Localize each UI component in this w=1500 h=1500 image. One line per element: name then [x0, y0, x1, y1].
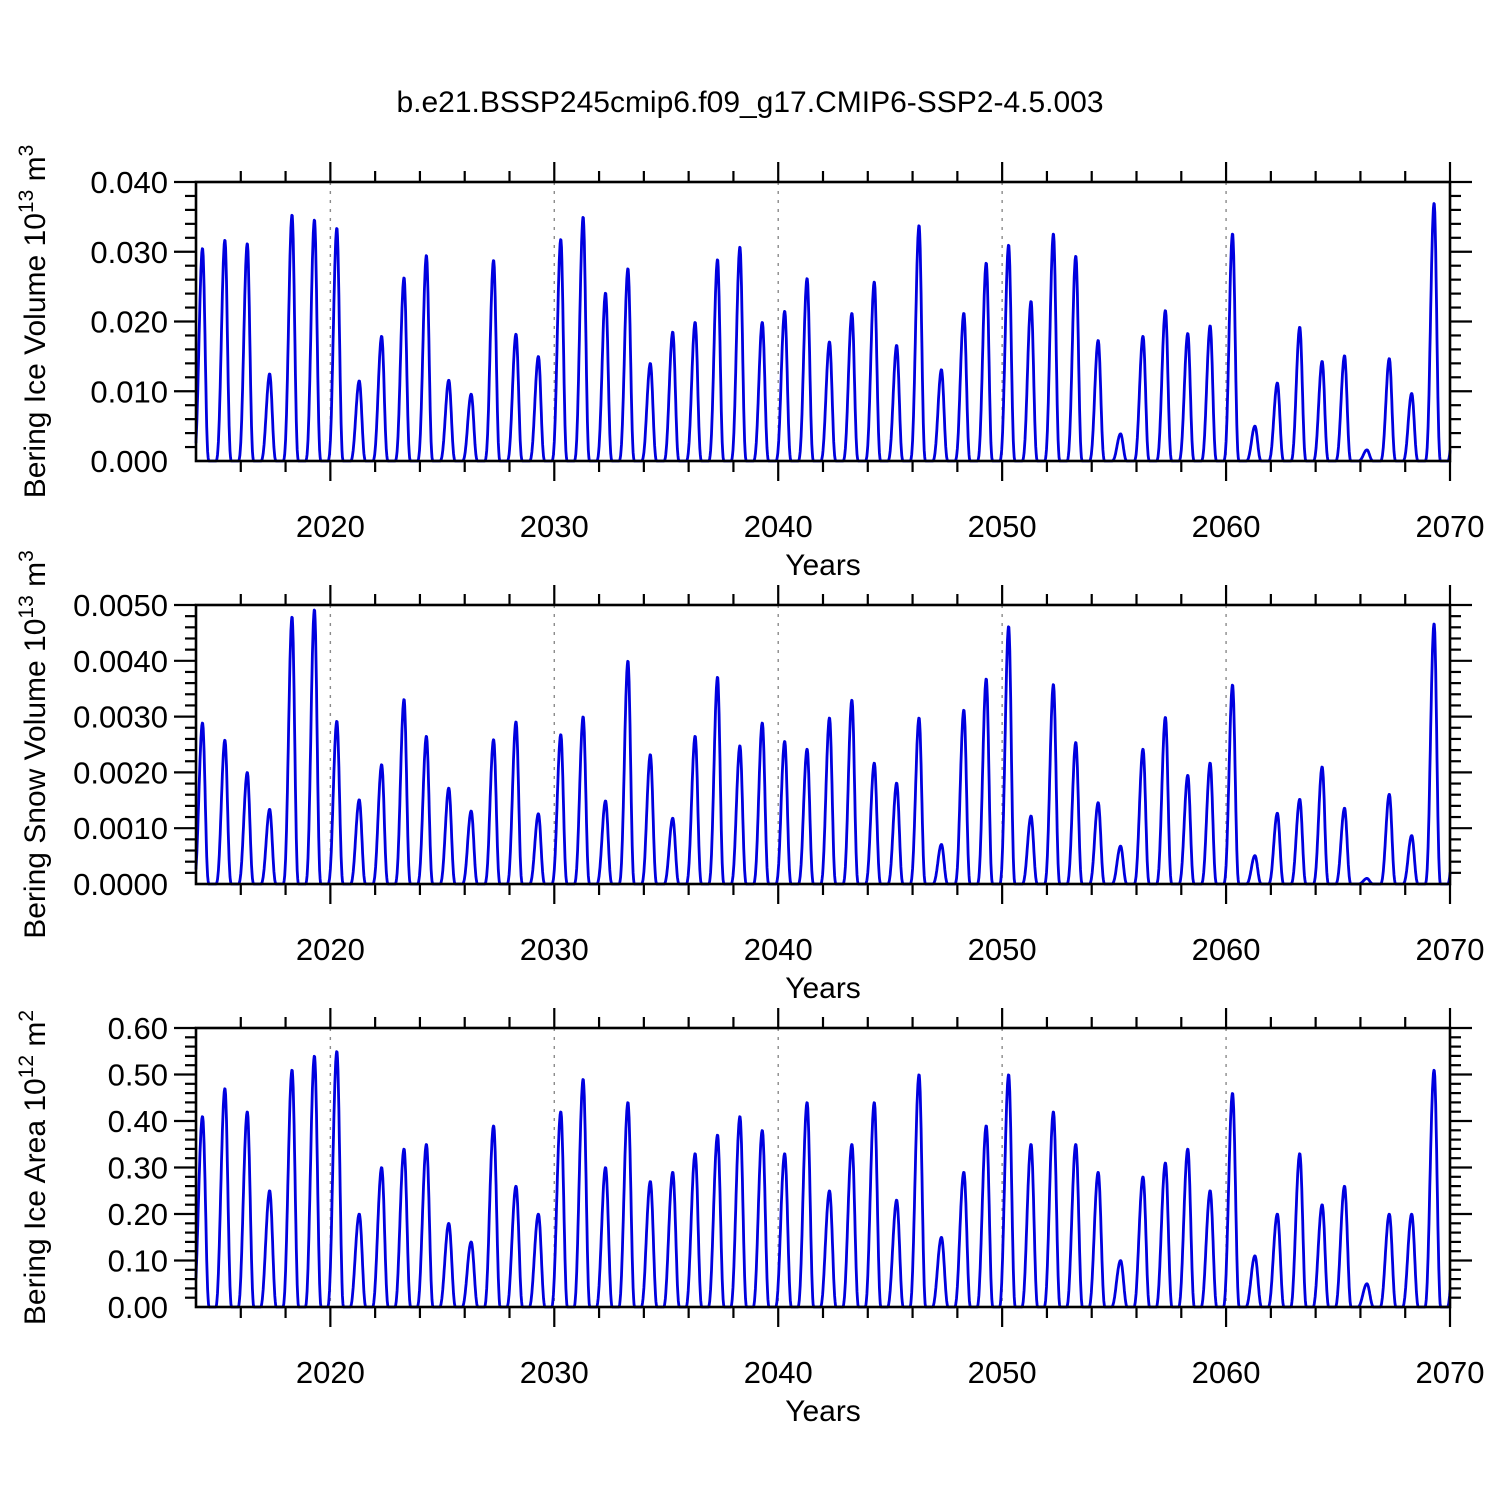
y-tick-label: 0.20	[108, 1197, 168, 1232]
y-tick-label: 0.0010	[73, 811, 168, 846]
x-tick-label: 2060	[1192, 932, 1261, 967]
x-tick-label: 2020	[296, 1355, 365, 1390]
x-tick-label: 2070	[1416, 509, 1485, 544]
plot-frame	[194, 1026, 1452, 1309]
y-tick-label: 0.0000	[73, 867, 168, 902]
y-tick-label: 0.10	[108, 1244, 168, 1279]
series-line	[194, 1050, 1452, 1309]
x-tick-label: 2040	[744, 932, 813, 967]
x-axis-title: Years	[785, 549, 861, 582]
y-tick-label: 0.0020	[73, 755, 168, 790]
y-tick-label: 0.00	[108, 1290, 168, 1325]
x-tick-label: 2070	[1416, 932, 1485, 967]
y-tick-label: 0.040	[90, 165, 168, 200]
x-tick-label: 2020	[296, 509, 365, 544]
x-tick-label: 2050	[968, 509, 1037, 544]
series-line	[194, 608, 1452, 886]
y-axis-title: Bering Ice Area 1012 m2	[15, 1010, 52, 1325]
x-tick-label: 2020	[296, 932, 365, 967]
y-tick-label: 0.030	[90, 235, 168, 270]
y-tick-label: 0.020	[90, 305, 168, 340]
y-tick-label: 0.0050	[73, 588, 168, 623]
x-axis-title: Years	[785, 1395, 861, 1428]
plot-frame	[194, 180, 1452, 463]
x-tick-label: 2060	[1192, 509, 1261, 544]
series-line	[194, 202, 1452, 463]
x-tick-label: 2030	[520, 932, 589, 967]
x-tick-label: 2040	[744, 509, 813, 544]
y-tick-label: 0.60	[108, 1011, 168, 1046]
x-tick-label: 2040	[744, 1355, 813, 1390]
x-tick-label: 2050	[968, 932, 1037, 967]
y-tick-label: 0.0030	[73, 700, 168, 735]
x-tick-label: 2030	[520, 509, 589, 544]
y-tick-label: 0.000	[90, 444, 168, 479]
plot-frame	[194, 603, 1452, 886]
x-axis-title: Years	[785, 972, 861, 1005]
y-tick-label: 0.010	[90, 374, 168, 409]
y-axis-title: Bering Snow Volume 1013 m3	[15, 550, 52, 939]
figure-title: b.e21.BSSP245cmip6.f09_g17.CMIP6-SSP2-4.…	[396, 86, 1104, 119]
x-tick-label: 2060	[1192, 1355, 1261, 1390]
x-tick-label: 2030	[520, 1355, 589, 1390]
y-tick-label: 0.0040	[73, 644, 168, 679]
y-axis-title: Bering Ice Volume 1013 m3	[15, 145, 52, 499]
y-tick-label: 0.50	[108, 1058, 168, 1093]
x-tick-label: 2070	[1416, 1355, 1485, 1390]
y-tick-label: 0.30	[108, 1151, 168, 1186]
y-tick-label: 0.40	[108, 1104, 168, 1139]
x-tick-label: 2050	[968, 1355, 1037, 1390]
